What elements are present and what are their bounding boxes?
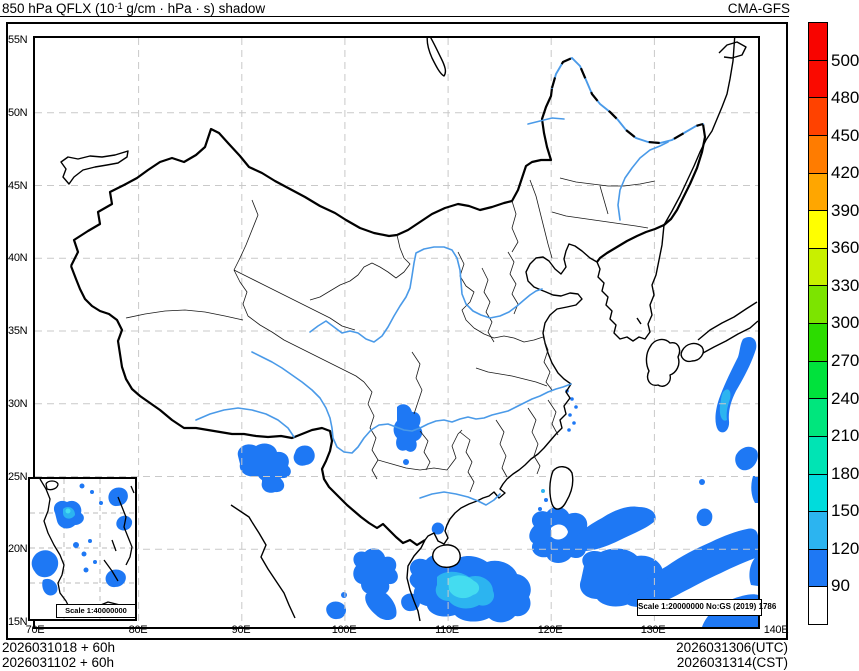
vietnam-coast (406, 539, 426, 622)
colorbar (808, 22, 828, 625)
colorbar-segment (809, 247, 827, 286)
yellow-river (309, 246, 543, 343)
colorbar-segment (809, 360, 827, 399)
colorbar-label: 420 (831, 163, 859, 183)
ganges-delta (230, 504, 253, 523)
china-border-north (70, 87, 554, 267)
lon-label: 130E (640, 624, 666, 636)
lake-baikal (426, 38, 447, 77)
xi-river (419, 491, 501, 506)
taiwan-island (549, 466, 574, 510)
lon-label: 110E (435, 624, 459, 636)
honshu-north-coast (697, 301, 758, 341)
colorbar-segment (809, 435, 827, 474)
shikoku-island (680, 342, 704, 363)
colorbar-segment (809, 134, 827, 173)
myanmar-coast (251, 521, 296, 619)
inset-philippines (103, 485, 135, 582)
lon-label: 120E (537, 624, 563, 636)
chart-title: 850 hPa QFLX (10-1 g/cm · hPa · s) shado… (2, 1, 266, 16)
model-name: CMA-GFS (727, 1, 790, 16)
korea-coast (596, 224, 665, 342)
lat-label: 55N (8, 34, 28, 46)
colorbar-segment (809, 548, 827, 587)
yangtze-river (251, 351, 572, 454)
colorbar-segment (809, 323, 827, 361)
lon-label: 100E (331, 624, 357, 636)
lon-label: 140E (763, 624, 789, 636)
hainan-island (431, 544, 461, 568)
coastlines-and-borders (60, 38, 758, 622)
colorbar-label: 390 (831, 200, 859, 220)
inset-map (28, 477, 137, 621)
lat-label: 35N (8, 325, 28, 337)
lat-label: 25N (8, 470, 28, 483)
valid-time-utc: 2026031306(UTC) (676, 640, 788, 655)
colorbar-segment (809, 210, 827, 248)
colorbar-segment (809, 23, 827, 60)
colorbar-segment (809, 398, 827, 436)
lat-label: 50N (8, 106, 28, 119)
colorbar-label: 90 (831, 576, 850, 596)
sakhalin-hook (718, 41, 747, 59)
colorbar-label: 120 (831, 538, 859, 558)
songhua-river (617, 141, 669, 221)
colorbar-label: 180 (831, 463, 859, 483)
lon-label: 90E (231, 624, 251, 636)
colorbar-segment (809, 473, 827, 512)
inset-vietnam-coast (39, 479, 73, 618)
kherlen-river (527, 117, 565, 125)
valid-time-block: 2026031306(UTC) 2026031314(CST) (500, 640, 788, 670)
inset-scale-note: Scale 1:40000000 (56, 604, 136, 618)
colorbar-segment (809, 172, 827, 211)
init-time-block: 2026031018 + 60h 2026031102 + 60h (2, 640, 115, 670)
honshu-south-coast (702, 320, 758, 354)
title-underline (0, 16, 789, 17)
colorbar-label: 270 (831, 351, 859, 371)
rivers (195, 56, 704, 506)
lake-balkhash (60, 150, 129, 185)
colorbar-label: 300 (831, 313, 859, 333)
kyushu-island (645, 338, 681, 387)
colorbar-label: 240 (831, 388, 859, 408)
init-time-line2: 2026031102 + 60h (2, 655, 114, 670)
lat-label: 40N (8, 252, 28, 265)
exponent: -1 (114, 1, 123, 11)
colorbar-label: 150 (831, 501, 859, 521)
lat-label: 15N (8, 616, 28, 628)
brahmaputra-river (195, 407, 295, 438)
inset-hainan (45, 480, 59, 491)
china-border-southwest (69, 265, 426, 547)
lat-label: 45N (8, 179, 28, 192)
colorbar-label: 480 (831, 88, 859, 108)
lat-label: 30N (8, 397, 28, 410)
init-time-line1: 2026031018 + 60h (2, 640, 115, 655)
russia-pacific-coast (663, 38, 736, 226)
valid-time-cst: 2026031314(CST) (676, 655, 788, 670)
colorbar-segment (809, 97, 827, 135)
colorbar-label: 330 (831, 275, 859, 295)
amur-border-dashes (550, 56, 704, 145)
colorbar-segment (809, 59, 827, 98)
map-scale-note: Scale 1:20000000 No:GS (2019) 1786 (637, 599, 776, 616)
colorbar-label: 450 (831, 125, 859, 145)
map-frame (33, 36, 760, 629)
outer-frame (6, 22, 788, 640)
colorbar-segment (809, 586, 827, 624)
colorbar-label: 360 (831, 238, 859, 258)
colorbar-label: 500 (831, 50, 859, 70)
lat-label: 20N (8, 543, 28, 556)
province-boundaries (125, 177, 656, 493)
colorbar-segment (809, 285, 827, 323)
colorbar-segment (809, 511, 827, 549)
lon-label: 80E (128, 624, 148, 636)
lon-label: 70E (25, 624, 45, 636)
colorbar-label: 210 (831, 426, 859, 446)
tsushima-island (636, 317, 642, 325)
